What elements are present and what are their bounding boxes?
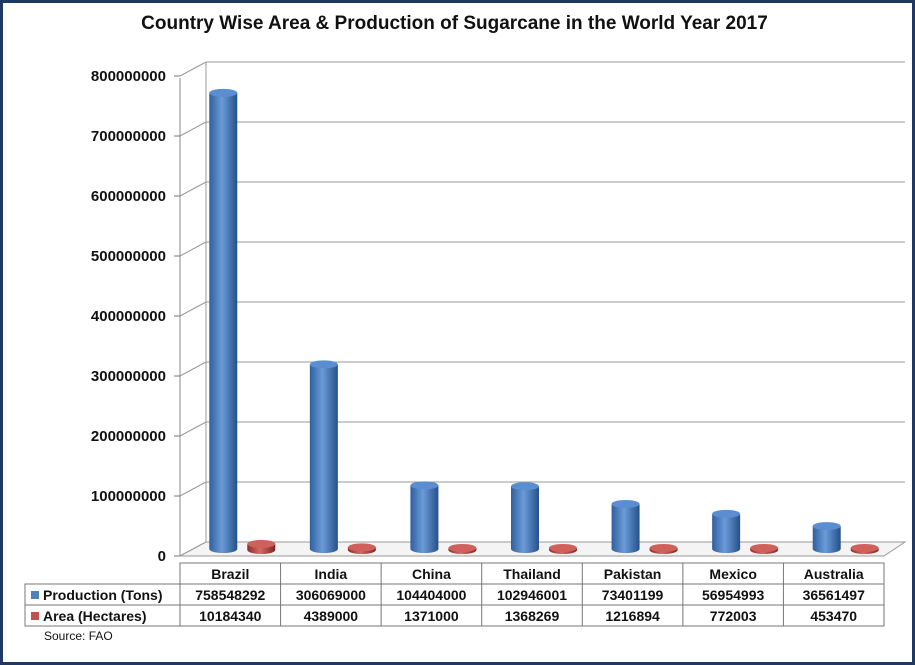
gridline-diagonal [179,361,207,377]
y-tick-label: 0 [158,548,166,565]
legend-swatch [31,591,39,599]
chart-title: Country Wise Area & Production of Sugarc… [141,13,768,34]
category-label: India [315,566,348,582]
production-bar-top [510,482,539,491]
production-bar [309,364,338,553]
category-label: Brazil [211,566,249,582]
gridline-diagonal [179,241,207,257]
production-bar-top [309,360,338,369]
production-value: 56954993 [702,587,765,603]
production-bar [209,92,238,553]
y-tick-label: 300000000 [91,368,166,385]
gridline-diagonal [179,181,207,197]
production-bar-top [812,522,841,531]
area-bar-top [649,544,678,552]
gridline-diagonal [179,421,207,437]
gridline-diagonal [179,301,207,317]
legend-label: Area (Hectares) [43,608,147,624]
production-value: 73401199 [602,587,664,603]
area-bar-top [347,543,376,552]
category-label: Australia [804,566,864,582]
production-bar-top [712,509,741,518]
legend-label: Production (Tons) [43,587,163,603]
category-label: Mexico [709,566,756,582]
area-bar-top [548,544,577,552]
y-tick-label: 200000000 [91,428,166,445]
area-bar-top [247,539,276,548]
production-value: 104404000 [396,587,466,603]
production-value: 102946001 [497,587,567,603]
area-bar-top [750,544,779,552]
production-bar [611,503,640,553]
category-label: Thailand [503,566,561,582]
production-value: 36561497 [803,587,866,603]
area-value: 1368269 [505,608,560,624]
area-value: 10184340 [199,608,262,624]
production-bar-top [209,88,238,97]
gridline-diagonal [179,121,207,137]
y-tick-label: 800000000 [91,68,166,85]
source-note: Source: FAO [44,629,113,643]
production-bar [410,485,439,553]
production-bar [712,513,741,553]
production-bar-top [410,481,439,490]
y-tick-label: 600000000 [91,188,166,205]
gridline-diagonal [179,481,207,497]
production-bar [812,526,841,553]
area-value: 1216894 [605,608,660,624]
y-tick-label: 100000000 [91,488,166,505]
category-label: China [412,566,451,582]
production-bar-top [611,499,640,508]
y-tick-label: 500000000 [91,248,166,265]
production-bar [510,486,539,553]
production-value: 758548292 [195,587,265,603]
gridline-diagonal [179,61,207,77]
area-value: 453470 [810,608,857,624]
production-value: 306069000 [296,587,366,603]
area-value: 4389000 [304,608,359,624]
y-tick-label: 700000000 [91,128,166,145]
area-value: 772003 [710,608,757,624]
chart-floor [179,541,907,557]
y-tick-label: 400000000 [91,308,166,325]
area-value: 1371000 [404,608,459,624]
area-bar-top [850,544,879,552]
category-label: Pakistan [604,566,662,582]
area-bar-top [448,544,477,552]
legend-swatch [31,612,39,620]
